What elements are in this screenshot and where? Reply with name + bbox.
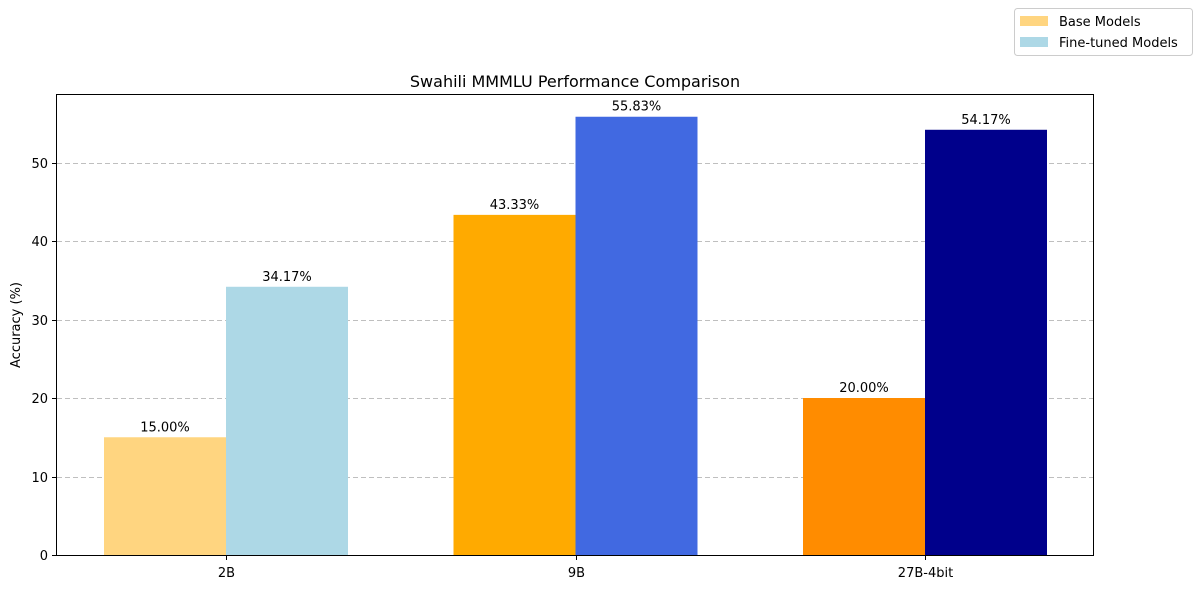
value-label-base-27B-4bit: 20.00% [839,381,889,396]
value-label-finetuned-9B: 55.83% [612,100,662,115]
y-axis-ticks: 0 10 20 30 40 50 [31,157,57,564]
bar-base-9B [453,214,576,556]
y-tick-label-0: 0 [40,549,48,564]
legend-label-finetuned: Fine-tuned Models [1059,36,1178,51]
bar-value-labels: 15.00% 43.33% 20.00% 34.17% 55.83% 54.17% [140,100,1011,436]
value-label-finetuned-27B-4bit: 54.17% [961,113,1011,128]
value-label-base-2B: 15.00% [140,420,190,435]
legend-label-base: Base Models [1059,15,1141,30]
value-label-finetuned-2B: 34.17% [262,270,312,285]
y-tick-label-50: 50 [31,157,48,172]
bar-finetuned-9B [575,116,698,556]
x-tick-label-2B: 2B [218,566,235,581]
y-tick-label-20: 20 [31,392,48,407]
legend-swatch-base [1020,16,1048,26]
x-tick-label-9B: 9B [568,566,585,581]
x-tick-label-27B-4bit: 27B-4bit [898,566,953,581]
bar-base-2B [104,437,226,555]
y-tick-label-30: 30 [31,314,48,329]
y-axis-label: Accuracy (%) [9,282,24,368]
x-axis-ticks: 2B 9B 27B-4bit [218,555,953,581]
chart-title: Swahili MMMLU Performance Comparison [410,72,740,91]
bar-finetuned-27B-4bit [925,129,1047,555]
y-tick-label-10: 10 [31,471,48,486]
bars [104,116,1047,556]
y-tick-label-40: 40 [31,235,48,250]
bar-finetuned-2B [226,286,348,555]
bar-base-27B-4bit [803,398,925,555]
legend: Base Models Fine-tuned Models [1014,8,1193,56]
legend-box [1014,8,1193,56]
legend-swatch-finetuned [1020,37,1048,47]
plot-frame [56,94,1094,556]
value-label-base-9B: 43.33% [490,198,540,213]
